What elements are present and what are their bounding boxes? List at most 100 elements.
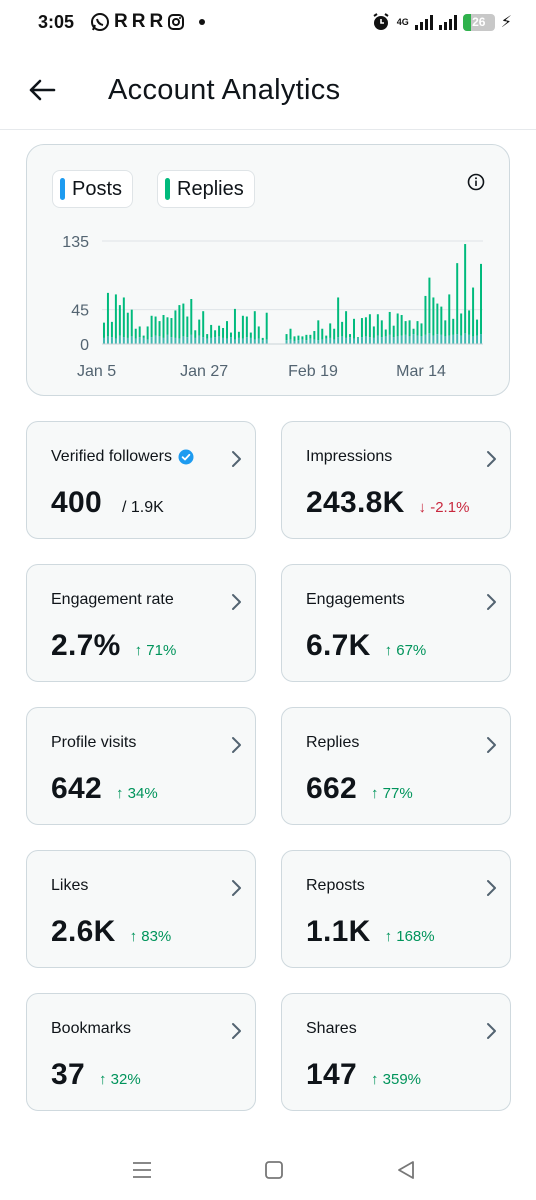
- replies-bar: [432, 297, 435, 336]
- replies-bar: [476, 319, 479, 336]
- stat-card-profile-visits[interactable]: Profile visits 642 ↑ 34%: [26, 707, 256, 825]
- stat-label: Shares: [306, 1020, 357, 1038]
- posts-bar: [456, 334, 459, 344]
- stat-value: 6.7K: [306, 629, 371, 662]
- posts-bar: [170, 337, 173, 344]
- posts-bar: [420, 336, 423, 344]
- posts-bar: [321, 339, 324, 344]
- posts-bar: [444, 336, 447, 344]
- stat-card-engagement-rate[interactable]: Engagement rate 2.7% ↑ 71%: [26, 564, 256, 682]
- x-tick-label: Jan 27: [180, 363, 228, 380]
- replies-bar: [301, 336, 304, 340]
- stat-label: Profile visits: [51, 734, 136, 752]
- r-app-icon: R: [131, 11, 146, 32]
- replies-bar: [190, 298, 193, 335]
- replies-bar: [364, 317, 367, 337]
- r-app-icon: R: [114, 11, 128, 32]
- posts-bar: [325, 338, 328, 344]
- replies-bar: [194, 330, 197, 338]
- arrow-up-icon: ↑: [129, 928, 142, 945]
- posts-bar: [333, 339, 336, 344]
- stat-card-likes[interactable]: Likes 2.6K ↑ 83%: [26, 850, 256, 968]
- posts-bar: [138, 337, 141, 344]
- activity-chart-card: Posts Replies 0 45 135 Jan 5 Jan 27 Feb 19 Ma…: [26, 144, 510, 396]
- stat-card-engagements[interactable]: Engagements 6.7K ↑ 67%: [281, 564, 511, 682]
- signal-icon: [414, 14, 433, 30]
- replies-bar: [130, 309, 133, 337]
- replies-bar: [249, 332, 252, 338]
- system-back-button[interactable]: [392, 1156, 420, 1184]
- stat-change-down: ↓ -2.1%: [419, 499, 470, 516]
- replies-bar: [349, 334, 352, 338]
- stat-value: 2.6K: [51, 915, 116, 948]
- recent-apps-button[interactable]: [128, 1156, 156, 1184]
- info-icon[interactable]: [467, 173, 485, 191]
- stat-card-replies[interactable]: Replies 662 ↑ 77%: [281, 707, 511, 825]
- posts-bar: [428, 333, 431, 344]
- stat-label-text: Verified followers: [51, 448, 172, 465]
- posts-bar: [134, 338, 137, 344]
- replies-bar: [110, 321, 113, 338]
- posts-bar: [285, 340, 288, 344]
- legend-posts[interactable]: Posts: [52, 170, 134, 208]
- posts-bar: [349, 337, 352, 344]
- posts-bar: [194, 337, 197, 344]
- stat-change-value: 71%: [146, 642, 177, 659]
- posts-bar: [226, 338, 228, 344]
- replies-bar: [154, 316, 157, 336]
- replies-bar: [329, 323, 332, 338]
- replies-bar: [448, 294, 451, 336]
- stat-label: Engagements: [306, 591, 405, 609]
- stat-card-verified-followers[interactable]: Verified followers 400 / 1.9K: [26, 421, 256, 539]
- replies-bar: [305, 334, 308, 341]
- legend-replies[interactable]: Replies: [157, 170, 255, 208]
- posts-bar: [364, 336, 367, 344]
- replies-bar: [396, 313, 399, 337]
- posts-bar: [476, 335, 479, 344]
- posts-bar: [372, 337, 375, 344]
- replies-bar: [102, 322, 105, 338]
- arrow-up-icon: ↑: [370, 1071, 383, 1088]
- posts-bar: [122, 337, 125, 344]
- replies-bar: [218, 325, 221, 337]
- home-button[interactable]: [260, 1156, 288, 1184]
- stat-label: Reposts: [306, 877, 365, 895]
- battery-level: 26: [472, 14, 486, 29]
- posts-bar: [380, 337, 383, 344]
- replies-bar: [289, 328, 292, 340]
- posts-bar: [305, 340, 308, 344]
- back-button[interactable]: [24, 72, 60, 108]
- posts-bar: [218, 336, 221, 344]
- posts-bar: [190, 334, 193, 344]
- stat-value-row: 642 ↑ 34%: [51, 772, 158, 806]
- stat-value-row: 37 ↑ 32%: [51, 1058, 141, 1092]
- replies-bar: [368, 314, 371, 338]
- stat-value-row: 1.1K ↑ 168%: [306, 915, 435, 949]
- arrow-up-icon: ↑: [134, 642, 147, 659]
- posts-bar: [142, 337, 145, 344]
- chevron-right-icon: [487, 737, 496, 753]
- arrow-up-icon: ↑: [98, 1071, 111, 1088]
- arrow-down-icon: ↓: [418, 499, 431, 516]
- stat-label-text: Shares: [306, 1020, 357, 1037]
- posts-bar: [245, 337, 248, 344]
- stat-label-text: Likes: [51, 877, 89, 894]
- system-icons: 4G 26 ⚡: [371, 12, 512, 32]
- stat-change-up: ↑ 83%: [130, 928, 172, 945]
- stat-card-shares[interactable]: Shares 147 ↑ 359%: [281, 993, 511, 1111]
- alarm-icon: [373, 13, 389, 30]
- stat-change-value: 168%: [396, 928, 435, 945]
- replies-bar: [321, 328, 324, 340]
- stat-label-text: Engagements: [306, 591, 405, 608]
- stat-label: Engagement rate: [51, 591, 174, 609]
- stat-card-bookmarks[interactable]: Bookmarks 37 ↑ 32%: [26, 993, 256, 1111]
- posts-bar: [214, 337, 217, 344]
- posts-bar: [158, 336, 161, 344]
- stat-card-impressions[interactable]: Impressions 243.8K ↓ -2.1%: [281, 421, 511, 539]
- replies-bar: [428, 277, 431, 334]
- notification-icons: R R R: [90, 11, 206, 33]
- stat-card-reposts[interactable]: Reposts 1.1K ↑ 168%: [281, 850, 511, 968]
- posts-bar: [233, 339, 236, 344]
- stat-value: 243.8K: [306, 486, 405, 519]
- arrow-up-icon: ↑: [115, 785, 128, 802]
